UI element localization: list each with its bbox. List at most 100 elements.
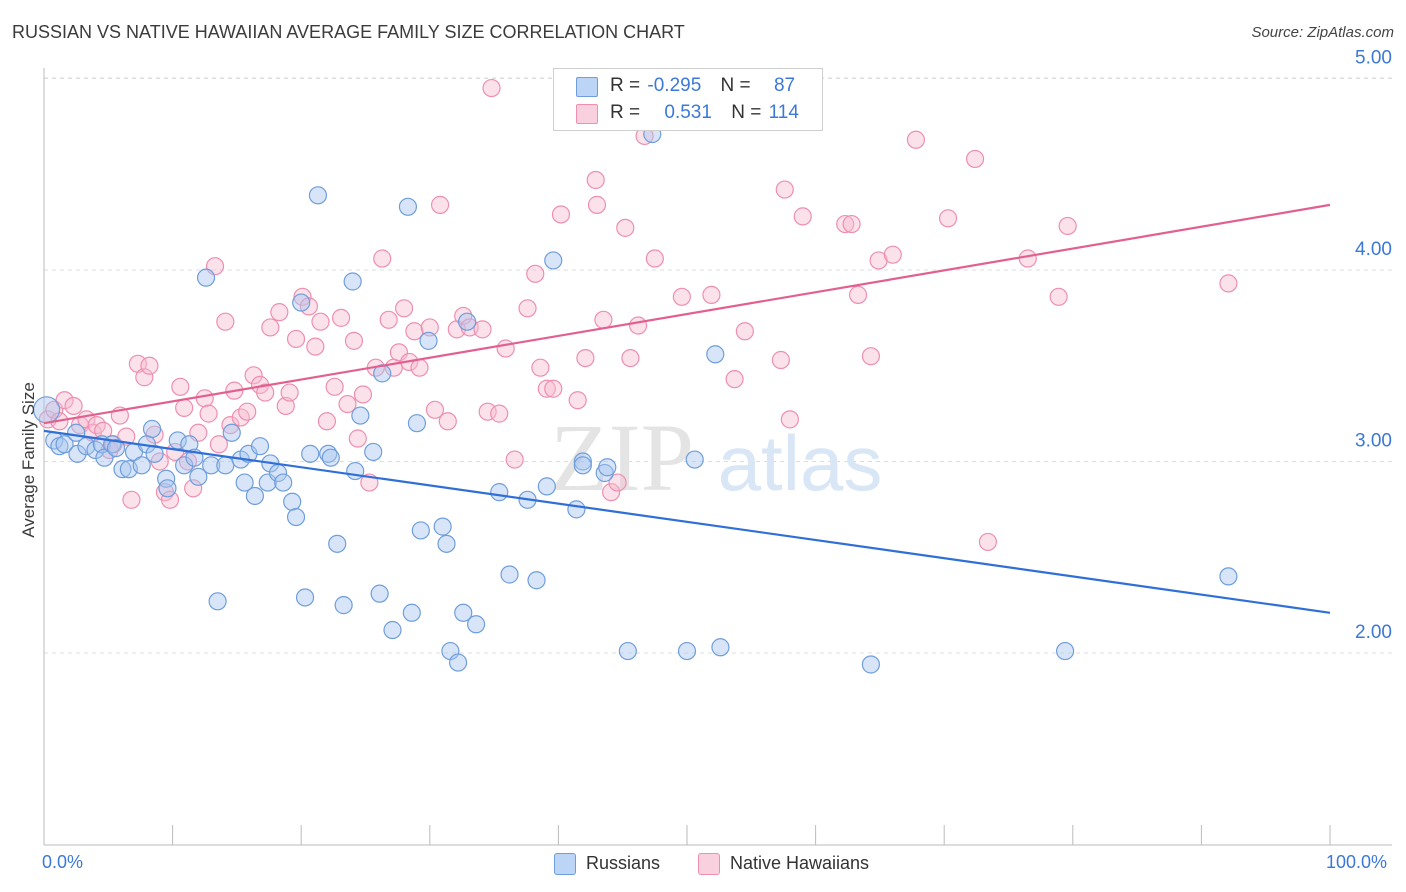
data-point-native-hawaiians [261,318,280,337]
data-point-native-hawaiians [616,218,635,237]
data-point-russians [175,456,194,475]
legend-item-russians[interactable]: Russians [554,852,694,876]
data-point-native-hawaiians [848,285,868,304]
data-point-russians [334,596,353,615]
data-point-russians [321,448,340,467]
data-point-native-hawaiians [1058,216,1077,236]
data-point-native-hawaiians [140,356,159,375]
data-point-russians [301,444,320,463]
data-point-native-hawaiians [160,490,180,509]
series-russians [32,124,1238,674]
chart-title: RUSSIAN VS NATIVE HAWAIIAN AVERAGE FAMIL… [12,22,685,42]
source-label: Source: ZipAtlas.com [1251,24,1394,41]
data-point-native-hawaiians [621,348,640,368]
y-tick-label: 5.00 [1355,48,1392,69]
data-point-russians [383,620,402,640]
data-point-native-hawaiians [280,383,299,402]
legend-item-native-hawaiians[interactable]: Native Hawaiians [698,852,898,876]
data-point-native-hawaiians [238,402,257,421]
data-point-russians [343,272,362,291]
data-point-russians [250,437,270,456]
data-point-native-hawaiians [842,214,861,234]
hawaiians-swatch [576,104,598,124]
data-point-russians [573,452,592,471]
trend-line-russians [43,429,1331,614]
data-point-russians [113,460,132,479]
data-point-native-hawaiians [568,391,587,410]
data-point-native-hawaiians [122,490,141,509]
legend-label-russians: Russians [586,853,661,873]
data-point-russians [861,655,880,674]
data-point-russians [245,486,265,506]
x-tick-label-max: 100.0% [1326,852,1388,872]
series-native-hawaiians [38,78,1238,552]
data-point-native-hawaiians [490,404,509,423]
data-point-native-hawaiians [270,303,289,322]
data-point-russians [490,483,509,502]
data-point-native-hawaiians [286,329,306,349]
data-point-russians [158,479,177,498]
data-point-native-hawaiians [586,170,605,190]
data-point-russians [706,345,725,364]
data-point-russians [567,500,586,519]
n-value: 114 [768,102,799,123]
watermark-zip: ZIP [550,404,694,511]
russians-legend-swatch [554,853,576,875]
data-point-native-hawaiians [293,287,312,306]
data-point-native-hawaiians [702,285,721,304]
y-tick-label: 4.00 [1355,239,1392,260]
data-point-native-hawaiians [775,180,794,199]
data-point-native-hawaiians [338,394,357,414]
data-point-russians [142,419,162,439]
stats-legend: R = -0.295 N = 87 R = 0.531 N = 114 [553,68,823,131]
data-point-russians [55,435,74,454]
data-point-native-hawaiians [184,479,203,498]
data-point-native-hawaiians [551,205,571,224]
data-point-russians [202,456,221,475]
n-label: N = [731,102,762,123]
data-point-native-hawaiians [482,78,501,98]
data-point-russians [222,423,241,442]
legend-label-native-hawaiians: Native Hawaiians [730,853,870,873]
data-point-native-hawaiians [405,322,424,341]
data-point-russians [448,653,468,672]
data-point-russians [457,312,477,331]
data-point-native-hawaiians [1018,249,1037,268]
y-axis-label: Average Family Size [19,382,38,538]
data-point-native-hawaiians [587,195,607,214]
data-point-native-hawaiians [771,350,790,370]
data-point-native-hawaiians [325,377,344,396]
data-point-native-hawaiians [348,429,367,448]
data-point-native-hawaiians [725,370,744,389]
data-point-russians [1055,641,1075,661]
hawaiians-legend-swatch [698,853,720,875]
data-point-russians [466,615,486,634]
data-point-russians [1219,567,1238,586]
data-point-native-hawaiians [526,264,545,283]
data-point-native-hawaiians [602,483,621,502]
data-point-russians [411,521,430,540]
data-point-native-hawaiians [256,383,275,402]
data-point-russians [180,435,199,454]
data-point-russians [351,406,370,425]
data-point-russians [573,456,592,475]
watermark-atlas: atlas [718,419,883,507]
data-point-native-hawaiians [311,312,330,331]
data-point-native-hawaiians [420,318,439,337]
grid-lines [44,77,1394,654]
y-tick-labels: 2.00 3.00 4.00 5.00 [1355,48,1392,644]
data-point-russians [677,641,697,661]
data-point-russians [618,641,637,661]
data-point-native-hawaiians [353,385,373,404]
r-value: 0.531 [664,102,712,123]
data-point-russians [685,450,704,469]
data-point-russians [189,467,208,486]
data-point-russians [527,571,546,590]
data-point-native-hawaiians [430,195,450,214]
data-point-native-hawaiians [166,442,185,462]
data-point-russians [598,458,617,477]
data-point-native-hawaiians [195,389,214,408]
data-point-native-hawaiians [38,410,57,429]
r-label: R = [610,102,641,123]
